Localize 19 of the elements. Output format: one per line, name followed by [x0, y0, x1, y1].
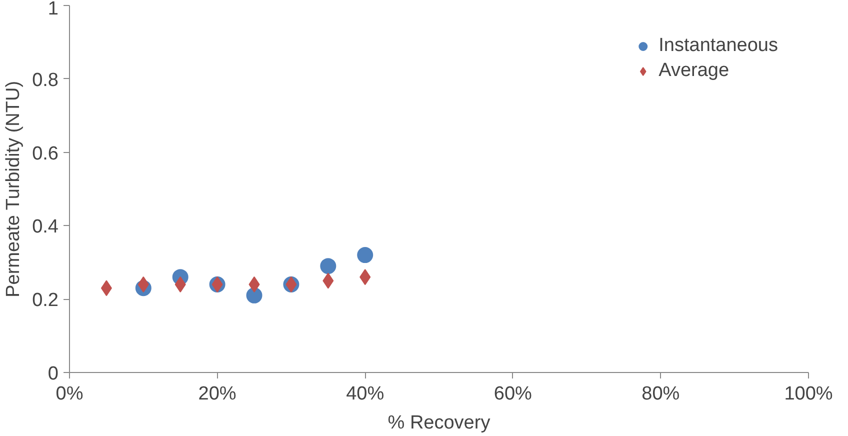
x-tick-label: 0% [56, 384, 84, 404]
y-tick-label: 0.6 [32, 143, 59, 164]
legend-label: Average [658, 60, 730, 82]
x-tick-label: 100% [784, 384, 833, 404]
x-axis-title: % Recovery [388, 412, 491, 434]
y-axis-title: Permeate Turbidity (NTU) [3, 80, 24, 298]
x-tick-label: 60% [494, 384, 532, 404]
y-tick-label: 0 [48, 364, 59, 384]
x-tick-label: 40% [346, 384, 384, 404]
point [246, 287, 262, 304]
y-tick-label: 1 [48, 0, 59, 20]
x-tick-label: 20% [198, 384, 236, 404]
legend-label: Instantaneous [658, 35, 778, 57]
y-tick-label: 0.4 [32, 216, 59, 238]
y-tick-label: 0.8 [32, 70, 59, 91]
point [320, 258, 336, 274]
point [357, 247, 374, 264]
x-tick-label: 80% [642, 384, 680, 404]
y-tick-label: 0.2 [32, 290, 59, 312]
